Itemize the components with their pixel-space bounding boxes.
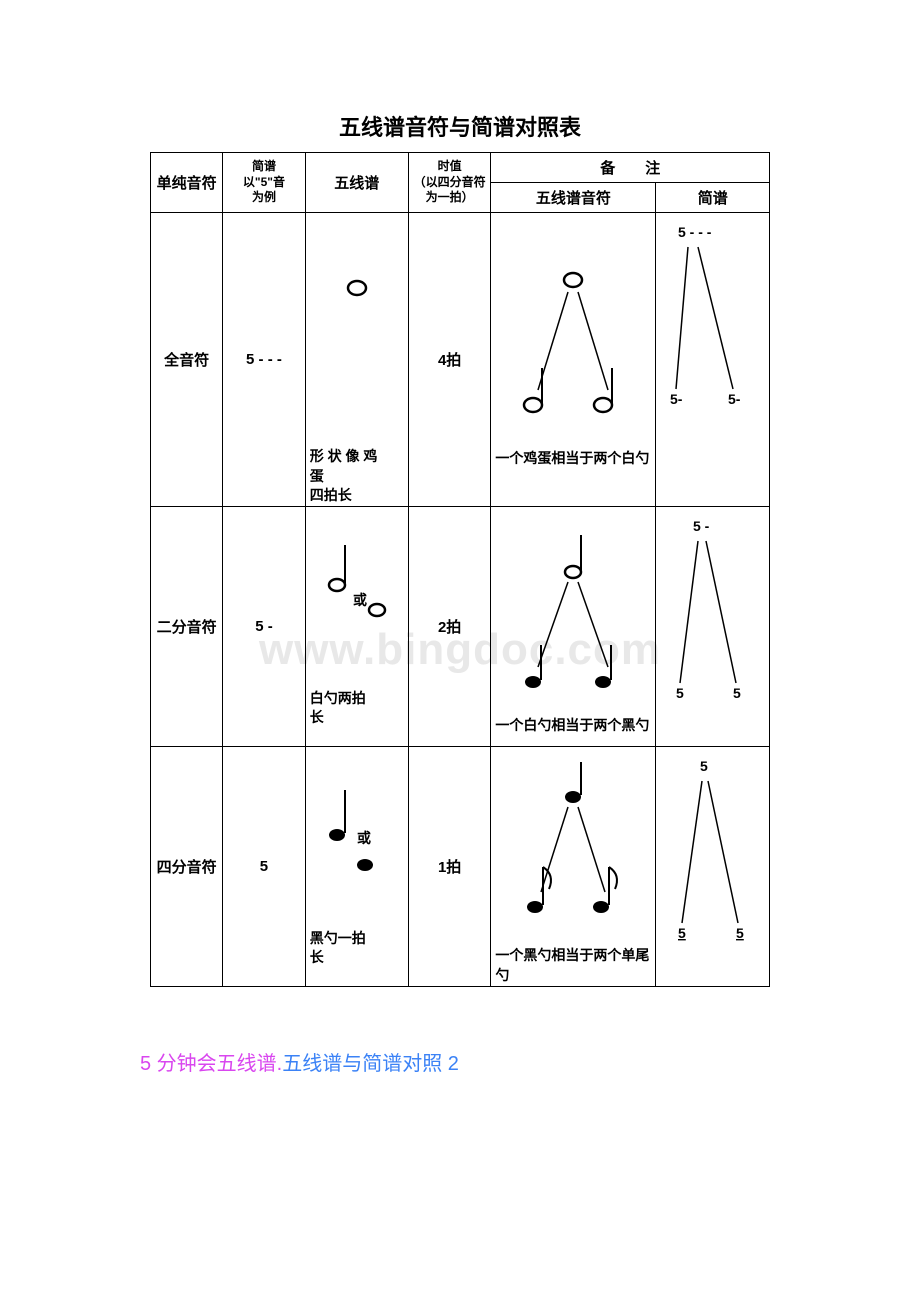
relation-diagram: 一个鸡蛋相当于两个白勺 bbox=[491, 213, 656, 507]
jianpu-tree-icon: 5 - 5 5 bbox=[658, 513, 768, 713]
jianpu-example: 5 - - - bbox=[223, 213, 306, 507]
relation-diagram: 一个白勺相当于两个黑勺 bbox=[491, 506, 656, 746]
quarter-note-icon: 或 bbox=[307, 765, 407, 925]
jianpu-tree-icon: 5 - - - 5- 5- bbox=[658, 219, 768, 419]
relation-description: 一个白勺相当于两个黑勺 bbox=[491, 716, 655, 736]
relation-diagram: 一个黑勺相当于两个单尾勺 bbox=[491, 746, 656, 986]
staff-notation: 形 状 像 鸡蛋四拍长 bbox=[305, 213, 408, 507]
jianpu-tree: 5 - 5 5 bbox=[656, 506, 770, 746]
header-col3: 五线谱 bbox=[305, 153, 408, 213]
quarter-to-eighth-tree-icon bbox=[493, 747, 653, 942]
footer-part1: 5 分钟会五线谱. bbox=[140, 1053, 282, 1075]
header-col6: 简谱 bbox=[656, 183, 770, 213]
svg-text:5: 5 bbox=[733, 685, 741, 701]
svg-text:5-: 5- bbox=[728, 391, 741, 407]
table-row: 全音符 5 - - - 形 状 像 鸡蛋四拍长 4拍 bbox=[151, 213, 770, 507]
svg-text:5: 5 bbox=[700, 758, 708, 774]
beat-value: 2拍 bbox=[408, 506, 491, 746]
table-row: 四分音符 5 或 黑勺一拍长 1拍 bbox=[151, 746, 770, 986]
svg-text:5 - - -: 5 - - - bbox=[678, 224, 712, 240]
header-col2: 简谱 以"5"音 为例 bbox=[223, 153, 306, 213]
table-header-row: 单纯音符 简谱 以"5"音 为例 五线谱 时值 （以四分音符 为一拍） 备 注 bbox=[151, 153, 770, 183]
svg-text:或: 或 bbox=[353, 592, 367, 608]
jianpu-tree: 5 5 5 bbox=[656, 746, 770, 986]
staff-notation: 或 黑勺一拍长 bbox=[305, 746, 408, 986]
table-title: 五线谱音符与简谱对照表 bbox=[150, 110, 770, 142]
header-col5: 五线谱音符 bbox=[491, 183, 656, 213]
note-name: 四分音符 bbox=[151, 746, 223, 986]
relation-description: 一个鸡蛋相当于两个白勺 bbox=[491, 449, 655, 469]
header-col1: 单纯音符 bbox=[151, 153, 223, 213]
jianpu-example: 5 bbox=[223, 746, 306, 986]
staff-notation: 或 白勺两拍长 bbox=[305, 506, 408, 746]
note-name: 全音符 bbox=[151, 213, 223, 507]
staff-description: 黑勺一拍长 bbox=[306, 929, 408, 968]
header-remarks: 备 注 bbox=[491, 153, 770, 183]
footer-part2: 五线谱与简谱对照 2 bbox=[282, 1053, 459, 1075]
svg-text:5-: 5- bbox=[670, 391, 683, 407]
staff-description: 白勺两拍长 bbox=[306, 689, 408, 728]
half-to-quarter-tree-icon bbox=[493, 517, 653, 712]
staff-description: 形 状 像 鸡蛋四拍长 bbox=[306, 447, 408, 506]
footer-text: 5 分钟会五线谱.五线谱与简谱对照 2 bbox=[140, 1047, 920, 1076]
header-col4: 时值 （以四分音符 为一拍） bbox=[408, 153, 491, 213]
svg-text:5: 5 bbox=[676, 685, 684, 701]
beat-value: 4拍 bbox=[408, 213, 491, 507]
comparison-table: 单纯音符 简谱 以"5"音 为例 五线谱 时值 （以四分音符 为一拍） 备 注 … bbox=[150, 152, 770, 987]
jianpu-tree-icon: 5 5 5 bbox=[658, 753, 768, 953]
note-name: 二分音符 bbox=[151, 506, 223, 746]
whole-note-icon bbox=[307, 213, 407, 443]
svg-text:或: 或 bbox=[357, 830, 371, 846]
svg-text:5 -: 5 - bbox=[693, 518, 710, 534]
relation-description: 一个黑勺相当于两个单尾勺 bbox=[491, 946, 655, 985]
svg-text:5: 5 bbox=[678, 925, 686, 941]
whole-to-half-tree-icon bbox=[493, 250, 653, 445]
jianpu-tree: 5 - - - 5- 5- bbox=[656, 213, 770, 507]
jianpu-example: 5 - bbox=[223, 506, 306, 746]
beat-value: 1拍 bbox=[408, 746, 491, 986]
svg-text:5: 5 bbox=[736, 925, 744, 941]
half-note-icon: 或 bbox=[307, 525, 407, 685]
table-row: 二分音符 5 - 或 白勺两拍长 2拍 bbox=[151, 506, 770, 746]
